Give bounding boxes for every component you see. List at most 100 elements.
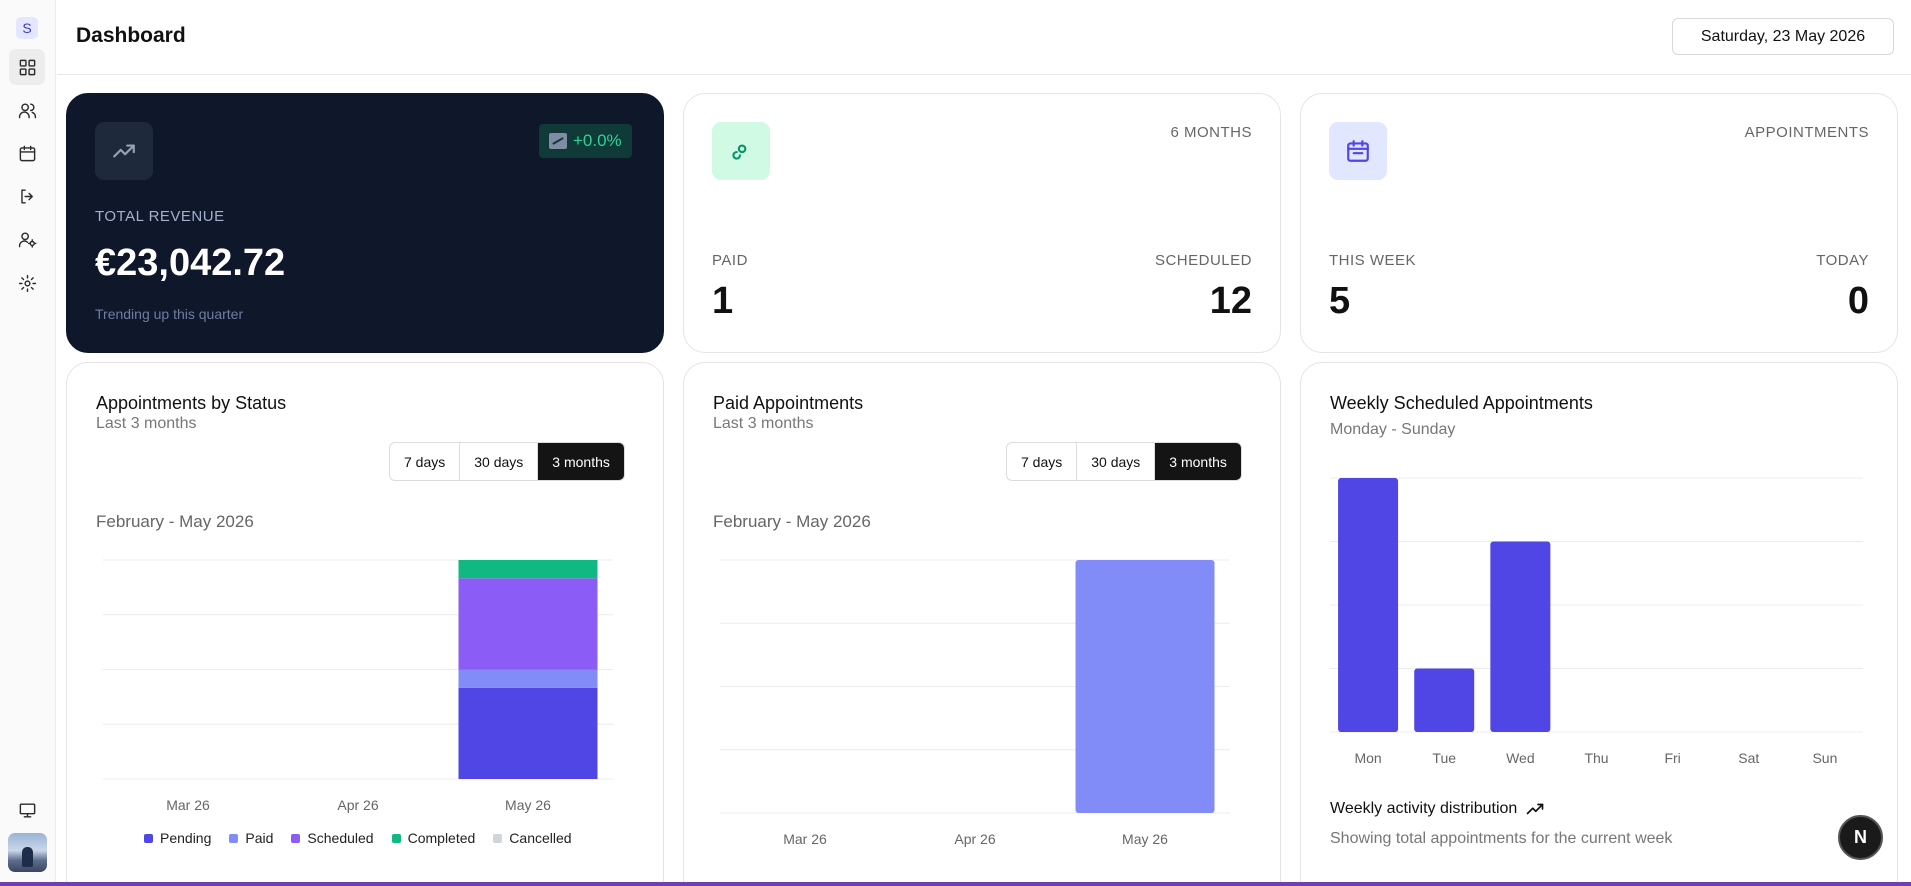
users-icon — [18, 102, 36, 118]
legend-label: Cancelled — [509, 830, 572, 846]
scheduled-value: 12 — [1209, 280, 1252, 322]
appointments-card: APPOINTMENTS THIS WEEK 5 TODAY 0 — [1300, 93, 1898, 353]
trend-up-icon — [1527, 803, 1544, 815]
bar-mon — [1338, 478, 1399, 732]
scheduled-label: SCHEDULED — [1154, 252, 1252, 269]
bar-wed — [1490, 541, 1551, 732]
this-week-value: 5 — [1329, 280, 1351, 322]
monitor-icon — [19, 802, 35, 818]
dashboard-icon — [19, 59, 35, 75]
revenue-card: +0.0% TOTAL REVENUE €23,042.72 Trending … — [66, 93, 664, 353]
sidebar-item-users[interactable] — [9, 92, 45, 128]
next-dev-tools-button[interactable]: N — [1838, 815, 1883, 860]
user-settings-icon — [18, 231, 37, 248]
chart-icon — [549, 133, 567, 149]
paid-value: 1 — [712, 280, 734, 322]
money-icon — [732, 144, 747, 160]
x-tick-label: Thu — [1584, 750, 1608, 766]
x-tick-label: Tue — [1432, 750, 1456, 766]
x-tick-label: Mar 26 — [166, 797, 210, 813]
x-tick-label: Wed — [1506, 750, 1535, 766]
status-chart-subtitle: Last 3 months — [96, 415, 197, 432]
bar-paid — [1075, 560, 1215, 813]
legend-item-cancelled: Cancelled — [493, 830, 572, 846]
status-chart-range: February - May 2026 — [96, 512, 254, 531]
status-chart-card: Appointments by Status Last 3 months 7 d… — [66, 362, 664, 886]
weekly-chart-title: Weekly Scheduled Appointments — [1330, 393, 1593, 413]
sidebar-item-logout[interactable] — [9, 178, 45, 214]
weekly-footer-title-text: Weekly activity distribution — [1330, 800, 1518, 817]
sidebar-item-calendar[interactable] — [9, 135, 45, 171]
legend-swatch — [391, 833, 401, 843]
paid-bar-chart: Mar 26 Apr 26 May 26 — [720, 559, 1230, 847]
sidebar-item-display[interactable] — [9, 792, 45, 828]
paid-range-selector: 7 days 30 days 3 months — [1006, 442, 1242, 481]
revenue-value: €23,042.72 — [95, 242, 286, 284]
paid-chart-subtitle: Last 3 months — [713, 415, 814, 432]
trend-icon-box — [95, 122, 153, 180]
paid-chart-title: Paid Appointments — [713, 393, 864, 413]
status-stacked-bar-chart: Mar 26 Apr 26 May 26 — [103, 559, 613, 813]
legend-label: Scheduled — [307, 830, 374, 846]
page-header: Dashboard Saturday, 23 May 2026 — [57, 0, 1911, 75]
bar-tue — [1414, 668, 1475, 732]
paid-chart-range: February - May 2026 — [713, 512, 871, 531]
weekly-chart-card: Weekly Scheduled Appointments Monday - S… — [1300, 362, 1898, 886]
weekly-bar-chart: Mon Tue Wed Thu Fri Sat Sun — [1330, 477, 1863, 766]
revenue-change-badge: +0.0% — [539, 124, 632, 158]
payments-period: 6 MONTHS — [1170, 124, 1252, 141]
x-tick-label: Sun — [1812, 750, 1837, 766]
x-tick-label: May 26 — [1122, 831, 1168, 847]
status-chart-title: Appointments by Status — [96, 393, 287, 413]
x-tick-label: Apr 26 — [337, 797, 378, 813]
x-tick-label: Sat — [1738, 750, 1759, 766]
bar-pending — [458, 687, 598, 779]
legend-label: Pending — [160, 830, 212, 846]
logout-icon — [20, 188, 33, 204]
calendar-icon — [19, 145, 35, 161]
this-week-label: THIS WEEK — [1329, 252, 1417, 269]
legend-swatch — [229, 833, 239, 843]
window-frame — [0, 882, 1911, 886]
revenue-change-value: +0.0% — [573, 131, 622, 150]
legend-swatch — [144, 833, 153, 843]
range-30-days[interactable]: 30 days — [1077, 443, 1156, 480]
money-icon-box — [712, 122, 770, 180]
avatar[interactable] — [8, 833, 47, 872]
paid-label: PAID — [712, 252, 748, 269]
sidebar-item-user-settings[interactable] — [9, 221, 45, 257]
calendar-icon-box — [1329, 122, 1387, 180]
weekly-footer-subtitle: Showing total appointments for the curre… — [1330, 830, 1673, 847]
gear-icon — [18, 274, 36, 292]
range-30-days[interactable]: 30 days — [460, 443, 539, 480]
status-range-selector: 7 days 30 days 3 months — [389, 442, 625, 481]
legend-label: Completed — [407, 830, 476, 846]
legend-swatch — [493, 833, 503, 843]
app-logo[interactable]: S — [16, 17, 38, 39]
status-chart-legend: Pending Paid Scheduled Completed Cancelled — [144, 830, 572, 846]
legend-item-pending: Pending — [144, 830, 211, 846]
range-7-days[interactable]: 7 days — [390, 443, 461, 480]
range-3-months[interactable]: 3 months — [538, 443, 624, 480]
x-tick-label: Mar 26 — [783, 831, 827, 847]
sidebar: S — [0, 0, 56, 882]
paid-chart-card: Paid Appointments Last 3 months 7 days 3… — [683, 362, 1281, 886]
legend-item-completed: Completed — [391, 830, 476, 846]
weekly-footer-title: Weekly activity distribution — [1330, 800, 1544, 818]
sidebar-item-settings[interactable] — [9, 265, 45, 301]
page-title: Dashboard — [76, 24, 186, 47]
appointments-period: APPOINTMENTS — [1744, 124, 1869, 141]
x-tick-label: Fri — [1664, 750, 1680, 766]
revenue-note: Trending up this quarter — [95, 306, 244, 322]
x-tick-label: Apr 26 — [954, 831, 995, 847]
sidebar-item-dashboard[interactable] — [9, 49, 45, 85]
legend-item-scheduled: Scheduled — [291, 830, 374, 846]
date-picker-button[interactable]: Saturday, 23 May 2026 — [1672, 18, 1894, 55]
bar-paid — [458, 669, 598, 688]
range-3-months[interactable]: 3 months — [1155, 443, 1241, 480]
range-7-days[interactable]: 7 days — [1007, 443, 1078, 480]
revenue-label: TOTAL REVENUE — [95, 208, 225, 225]
legend-swatch — [291, 833, 301, 843]
trend-up-icon — [113, 144, 135, 158]
legend-label: Paid — [245, 830, 274, 846]
